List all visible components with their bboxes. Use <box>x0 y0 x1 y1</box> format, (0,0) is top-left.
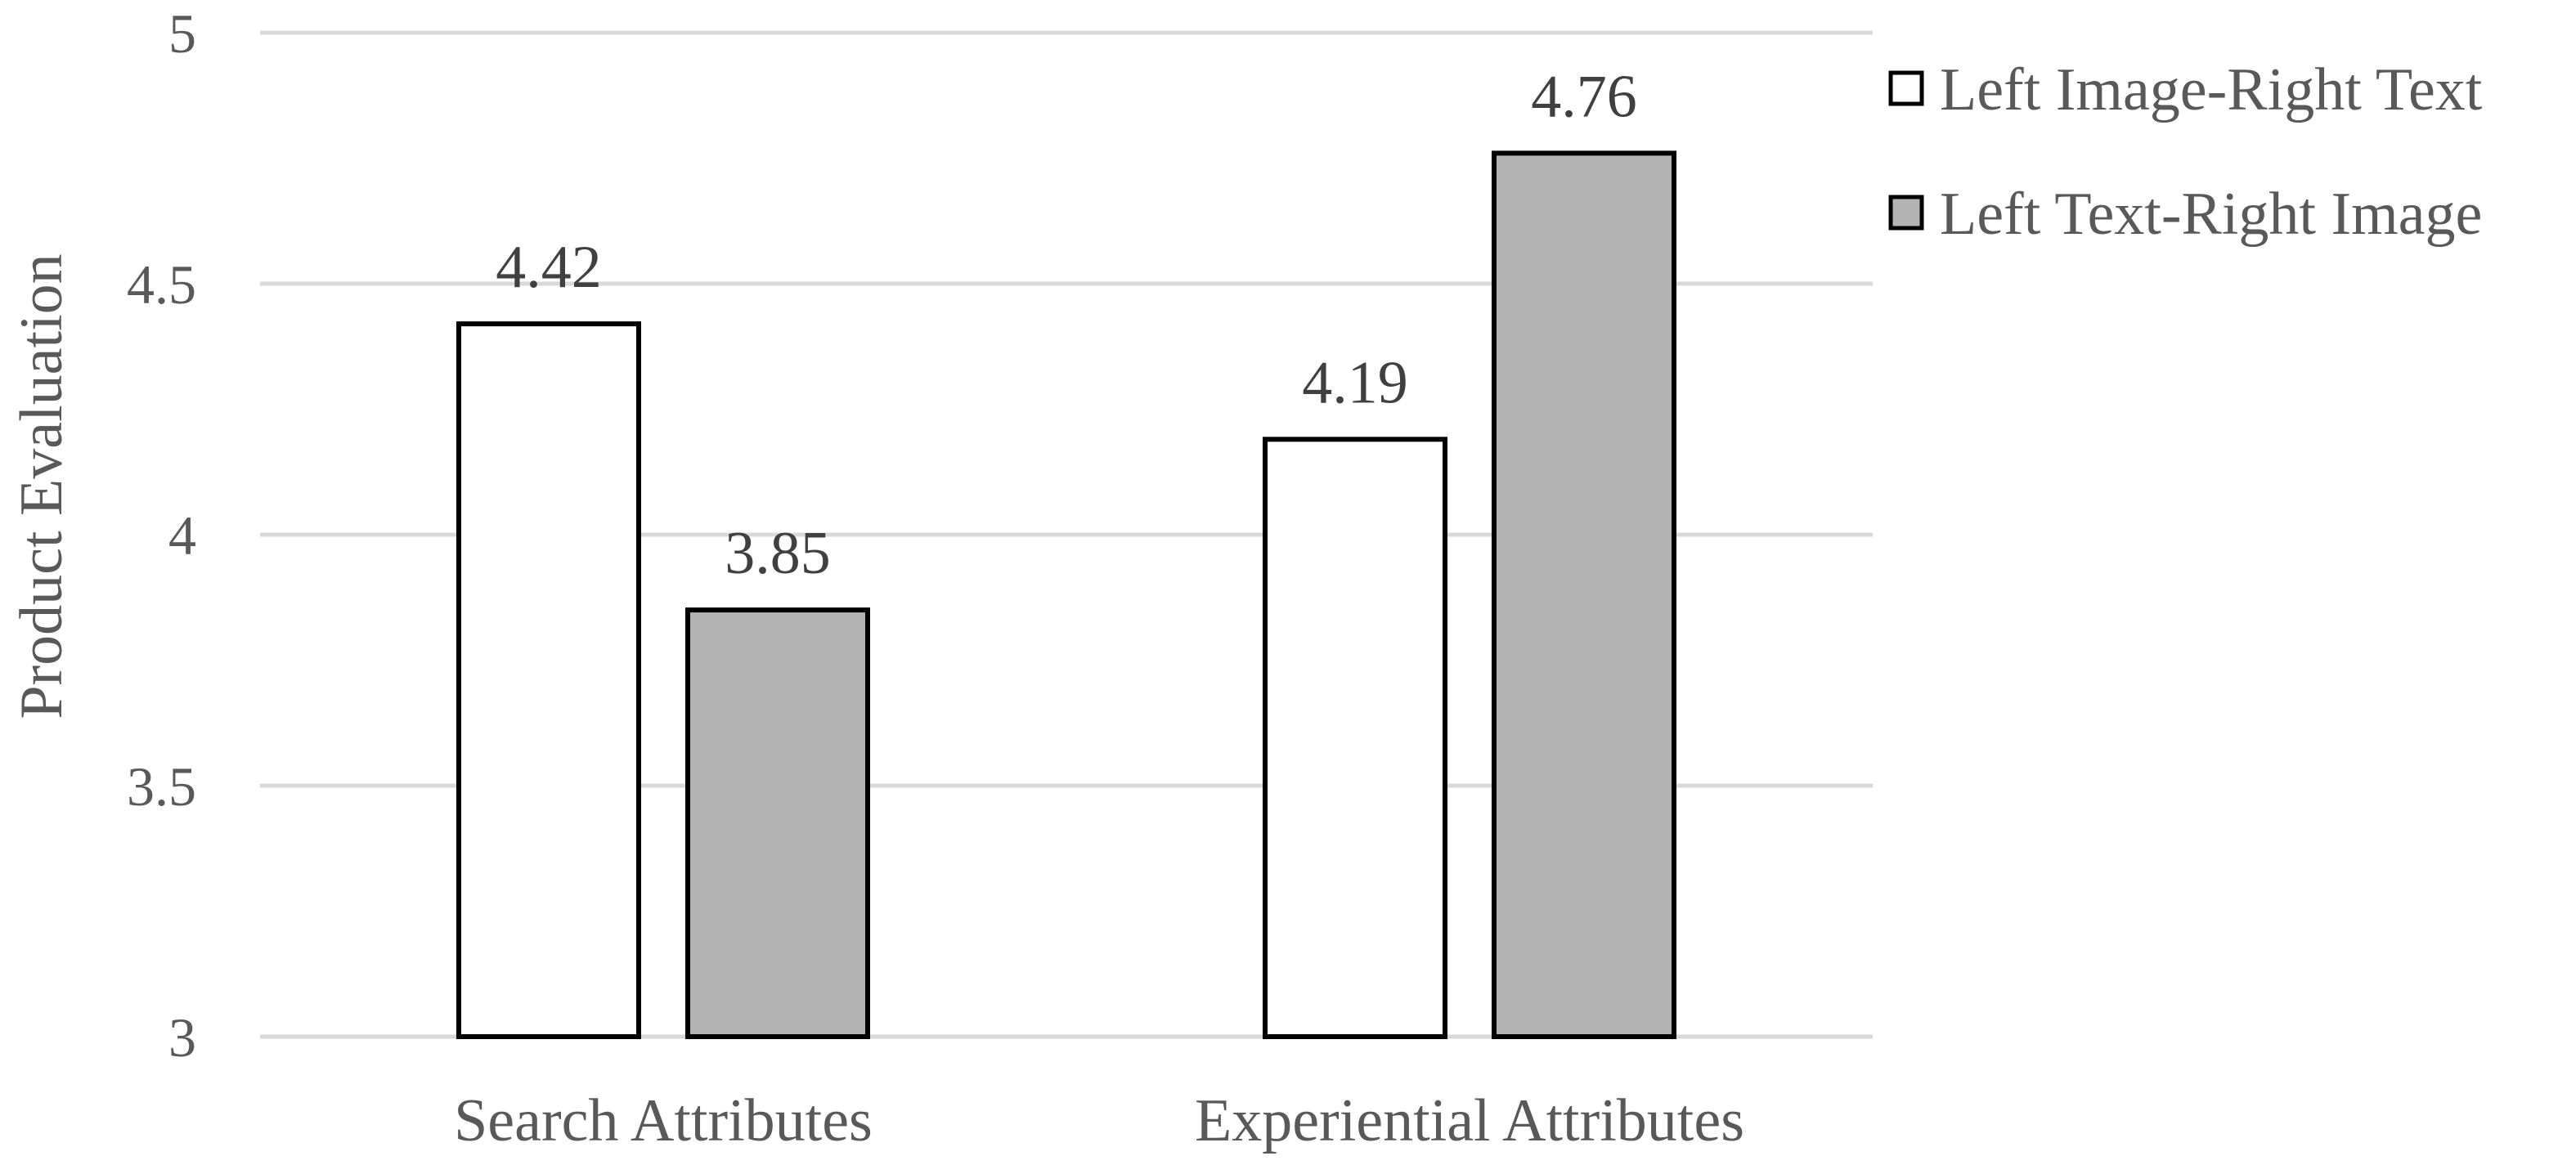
data-label: 3.85 <box>725 520 831 587</box>
bars <box>456 150 1676 1040</box>
bar <box>1492 150 1676 1040</box>
y-tick-label: 5 <box>168 2 196 65</box>
legend: Left Image-Right Text Left Text-Right Ima… <box>1888 56 2483 248</box>
data-label: 4.42 <box>496 234 602 301</box>
x-category-label: Search Attributes <box>454 1087 873 1154</box>
legend-label: Left Image-Right Text <box>1940 56 2483 123</box>
y-axis-ticks: 3 3.5 4 4.5 5 <box>127 2 196 1069</box>
y-tick-label: 3.5 <box>127 755 196 818</box>
y-tick-label: 4 <box>168 504 196 567</box>
data-label: 4.76 <box>1531 63 1637 130</box>
legend-label: Left Text-Right Image <box>1940 181 2482 248</box>
bar <box>456 321 641 1039</box>
bar <box>685 607 870 1039</box>
x-axis-categories: Search Attributes Experiential Attributes <box>454 1087 1744 1154</box>
data-label: 4.19 <box>1302 349 1408 416</box>
y-tick-label: 4.5 <box>127 253 196 316</box>
legend-swatch <box>1888 70 1924 106</box>
bar <box>1263 437 1447 1039</box>
y-axis-title: Product Evaluation <box>8 253 75 719</box>
x-category-label: Experiential Attributes <box>1195 1087 1744 1154</box>
data-labels: 4.42 3.85 4.19 4.76 <box>496 63 1637 587</box>
legend-swatch <box>1888 195 1924 231</box>
y-tick-label: 3 <box>168 1006 196 1069</box>
